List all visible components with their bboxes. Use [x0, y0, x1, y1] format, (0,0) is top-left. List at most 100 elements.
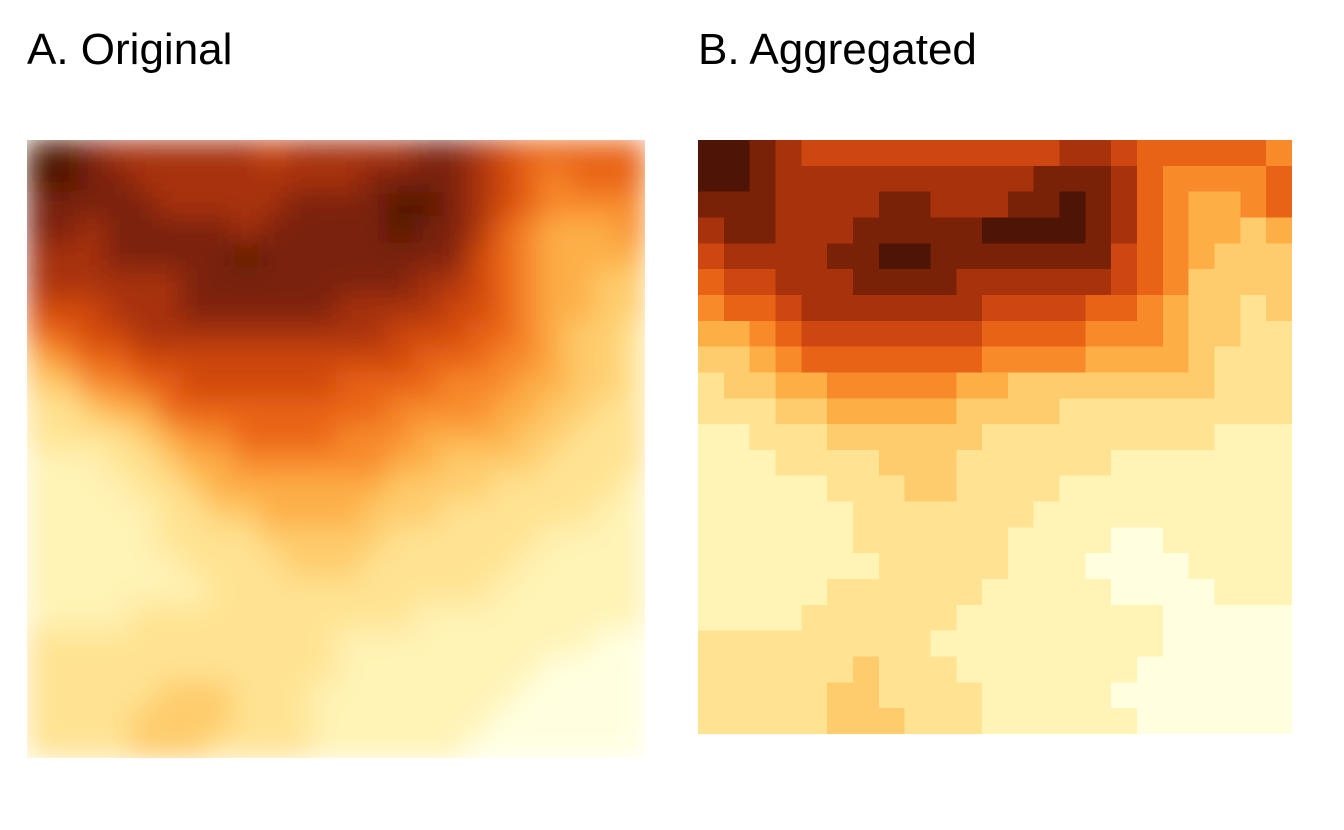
raster-cell — [310, 243, 337, 270]
raster-cell — [1162, 346, 1190, 373]
raster-cell — [775, 165, 802, 193]
raster-cell — [801, 553, 828, 580]
raster-cell — [619, 732, 645, 758]
raster-cell — [542, 397, 569, 424]
raster-cell — [619, 526, 645, 553]
raster-cell — [78, 165, 105, 193]
raster-cell — [775, 579, 802, 606]
raster-cell — [361, 552, 389, 579]
raster-cell — [982, 579, 1009, 606]
raster-cell — [130, 217, 157, 244]
raster-cell — [284, 655, 311, 682]
raster-cell — [1059, 630, 1086, 658]
raster-cell — [310, 397, 337, 424]
raster-cell — [878, 243, 906, 270]
raster-cell — [567, 294, 595, 321]
raster-cell — [1111, 553, 1138, 580]
raster-cell — [1266, 294, 1292, 322]
raster-cell — [104, 474, 131, 502]
raster-cell — [155, 371, 183, 399]
raster-cell — [1137, 346, 1164, 373]
raster-cell — [233, 294, 260, 321]
raster-cell — [439, 603, 466, 630]
raster-cell — [593, 140, 620, 167]
raster-cell — [1033, 165, 1061, 193]
raster-cell — [1007, 630, 1035, 658]
raster-cell — [387, 655, 414, 682]
raster-cell — [1188, 372, 1216, 399]
raster-cell — [490, 217, 517, 244]
raster-cell — [982, 553, 1009, 580]
raster-cell — [982, 630, 1009, 658]
raster-cell — [619, 629, 645, 656]
raster-cell — [27, 474, 54, 502]
raster-cell — [155, 320, 183, 347]
raster-cell — [775, 553, 802, 580]
raster-cell — [516, 732, 543, 758]
raster-cell — [207, 243, 234, 270]
raster-cell — [104, 397, 131, 424]
raster-cell — [464, 577, 492, 605]
raster-cell — [104, 629, 131, 656]
raster-cell — [956, 269, 983, 296]
raster-cell — [723, 424, 751, 451]
raster-cell — [387, 320, 414, 347]
raster-cell — [464, 423, 492, 450]
raster-cell — [801, 165, 828, 193]
raster-cell — [1033, 191, 1061, 218]
raster-cell — [78, 449, 105, 476]
raster-cell — [1162, 320, 1190, 348]
raster-cell — [130, 165, 157, 193]
raster-cell — [130, 655, 157, 682]
raster-cell — [956, 579, 983, 606]
raster-cell — [801, 346, 828, 373]
raster-cell — [698, 424, 725, 451]
raster-cell — [387, 140, 414, 167]
raster-cell — [593, 474, 620, 502]
raster-cell — [233, 423, 260, 450]
raster-cell — [258, 706, 286, 733]
raster-cell — [775, 475, 802, 503]
raster-cell — [27, 217, 54, 244]
raster-cell — [1007, 217, 1035, 244]
raster-cell — [1033, 424, 1061, 451]
raster-cell — [775, 604, 802, 632]
raster-cell — [1214, 243, 1241, 270]
raster-cell — [1188, 191, 1216, 218]
raster-cell — [567, 474, 595, 502]
raster-cell — [542, 603, 569, 630]
raster-cell — [464, 500, 492, 527]
raster-cell — [464, 294, 492, 321]
raster-cell — [78, 140, 105, 167]
raster-cell — [104, 243, 131, 270]
raster-cell — [904, 217, 931, 244]
raster-cell — [878, 269, 906, 296]
raster-cell — [904, 630, 931, 658]
raster-cell — [490, 320, 517, 347]
raster-cell — [310, 371, 337, 399]
raster-cell — [930, 320, 957, 348]
raster-cell — [130, 320, 157, 347]
raster-cell — [982, 656, 1009, 683]
raster-cell — [439, 320, 466, 347]
raster-cell — [723, 398, 751, 425]
raster-cell — [1085, 682, 1112, 709]
raster-cell — [567, 371, 595, 399]
raster-cell — [775, 294, 802, 322]
raster-cell — [464, 140, 492, 167]
raster-cell — [439, 423, 466, 450]
raster-cell — [1059, 527, 1086, 554]
raster-cell — [775, 191, 802, 218]
raster-cell — [956, 217, 983, 244]
raster-cell — [258, 191, 286, 218]
raster-cell — [827, 424, 854, 451]
raster-cell — [1137, 708, 1164, 734]
raster-cell — [723, 165, 751, 193]
raster-cell — [593, 552, 620, 579]
raster-cell — [336, 603, 363, 630]
raster-cell — [1214, 398, 1241, 425]
raster-cell — [413, 680, 440, 708]
raster-cell — [904, 656, 931, 683]
raster-cell — [233, 706, 260, 733]
raster-cell — [78, 243, 105, 270]
